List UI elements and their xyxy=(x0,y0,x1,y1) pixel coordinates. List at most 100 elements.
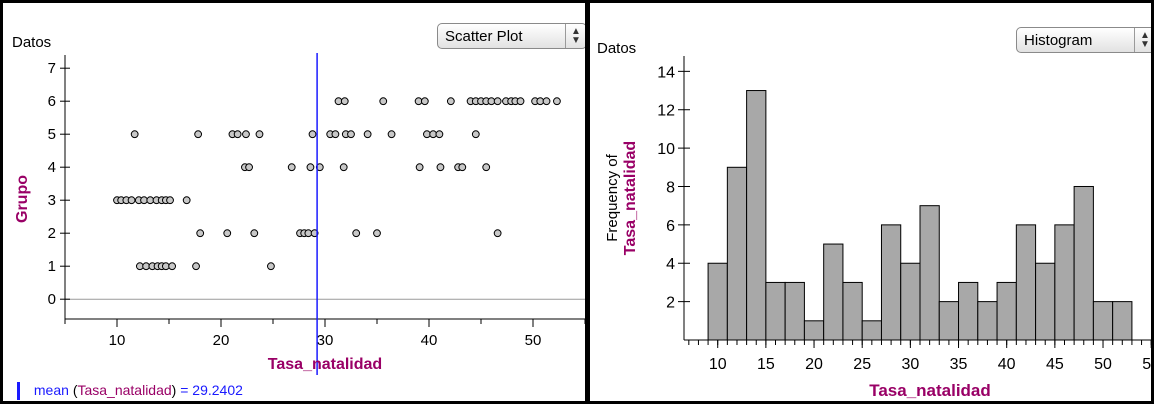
mean-legend-func: mean xyxy=(33,382,69,398)
scatter-point xyxy=(233,130,242,139)
mean-legend-value: = 29.2402 xyxy=(180,382,243,398)
scatter-point xyxy=(553,97,561,106)
scatter-point xyxy=(387,130,396,139)
y-tick-label: 1 xyxy=(48,258,56,275)
histogram-bar xyxy=(1015,224,1037,341)
scatter-point xyxy=(420,97,429,106)
histogram-bar xyxy=(958,281,979,341)
y-tick-label: 6 xyxy=(48,93,56,110)
x-axis-label: Tasa_natalidad xyxy=(869,381,991,400)
scatter-point xyxy=(267,262,275,271)
histogram-bar xyxy=(784,281,805,341)
histogram-bar xyxy=(823,243,844,341)
x-tick-label: 25 xyxy=(853,356,871,373)
histogram-bar xyxy=(1092,301,1114,341)
scatter-point xyxy=(379,97,388,106)
histogram-bar xyxy=(1054,224,1075,341)
scatter-point xyxy=(458,163,467,172)
x-axis-label: Tasa_natalidad xyxy=(268,356,382,373)
scatter-point xyxy=(516,97,525,106)
scatter-point xyxy=(223,229,232,238)
histogram-bar xyxy=(1073,185,1094,341)
scatter-point xyxy=(194,130,203,139)
histogram-bar xyxy=(803,320,825,341)
mean-legend-swatch xyxy=(17,382,20,401)
select-stepper-icon: ▲ ▼ xyxy=(1134,28,1151,52)
scatter-point xyxy=(415,163,424,172)
histogram-chart: 2 4 6 8 10 12 14 10 15 20 25 30 35 40 45 50 55 Tasa_natal… xyxy=(604,56,1154,400)
y-tick-label: 8 xyxy=(666,179,675,196)
scatter-dataset-label: Datos xyxy=(12,34,52,51)
y-tick-label: 3 xyxy=(48,192,56,209)
scatter-point xyxy=(493,97,502,106)
scatter-plot-type-select[interactable]: Scatter Plot ▲ ▼ xyxy=(437,23,585,49)
x-tick-label: 35 xyxy=(950,356,968,373)
scatter-point xyxy=(130,130,139,139)
mean-legend-open: ( xyxy=(72,382,78,398)
y-tick-label: 5 xyxy=(48,126,56,143)
x-tick-label: 55 xyxy=(1142,356,1154,373)
histogram-bar xyxy=(861,320,882,341)
scatter-point xyxy=(435,130,444,139)
scatter-point xyxy=(340,97,349,106)
y-axis-label: Grupo xyxy=(14,175,31,223)
scatter-panel: Datos Scatter Plot ▲ ▼ 0 1 2 3 4 5 6 7 10 20 30 40 50… xyxy=(0,0,588,404)
scatter-point xyxy=(310,229,319,238)
mean-legend-var: Tasa_natalidad xyxy=(77,382,172,398)
x-tick-label: 40 xyxy=(421,332,438,349)
histogram-plot-type-label: Histogram xyxy=(1024,31,1093,49)
scatter-point xyxy=(308,130,317,139)
y-tick-label: 6 xyxy=(666,218,675,235)
scatter-point xyxy=(331,130,340,139)
x-tick-label: 40 xyxy=(998,356,1016,373)
histogram-panel: Datos Histogram ▲ ▼ 2 4 6 8 10 12 14 10 15 20 25 30 3… xyxy=(588,0,1154,404)
histogram-bar xyxy=(938,301,960,341)
x-tick-label: 20 xyxy=(805,356,823,373)
y-tick-label: 14 xyxy=(657,64,675,81)
y-tick-label: 0 xyxy=(48,291,56,308)
histogram-bar xyxy=(746,90,767,341)
histogram-bar xyxy=(765,281,786,341)
scatter-point xyxy=(182,196,191,205)
histogram-plot-type-select[interactable]: Histogram ▲ ▼ xyxy=(1016,27,1151,53)
histogram-bar xyxy=(842,281,863,341)
scatter-point xyxy=(242,130,250,139)
scatter-point xyxy=(436,163,445,172)
scatter-point xyxy=(168,262,177,271)
scatter-point xyxy=(446,97,455,106)
y-axis-label-line1: Frequency of xyxy=(604,153,621,241)
scatter-point xyxy=(245,163,253,172)
scatter-point xyxy=(166,196,174,205)
y-tick-label: 12 xyxy=(657,103,675,120)
histogram-bar xyxy=(880,224,902,341)
y-tick-label: 2 xyxy=(48,225,56,242)
scatter-point xyxy=(482,163,491,172)
scatter-point xyxy=(196,229,205,238)
x-tick-label: 20 xyxy=(213,332,230,349)
scatter-point xyxy=(287,163,296,172)
x-tick-label: 50 xyxy=(525,332,542,349)
y-tick-label: 10 xyxy=(657,141,675,158)
histogram-bar xyxy=(707,262,728,341)
scatter-point xyxy=(339,163,348,172)
y-tick-label: 2 xyxy=(666,295,675,312)
scatter-point xyxy=(255,130,264,139)
x-tick-label: 15 xyxy=(757,356,775,373)
histogram-bar xyxy=(996,281,1017,341)
y-axis-label-line2: Tasa_natalidad xyxy=(622,141,639,255)
mean-legend-close: ) xyxy=(171,382,177,398)
scatter-chart: 0 1 2 3 4 5 6 7 10 20 30 40 50 Tasa_natalidad Grupo xyxy=(14,53,585,375)
y-tick-label: 7 xyxy=(48,60,56,77)
scatter-point xyxy=(306,163,315,172)
scatter-point xyxy=(363,130,372,139)
histogram-bar xyxy=(1112,301,1133,341)
histogram-bar xyxy=(1035,262,1056,341)
scatter-point xyxy=(250,229,259,238)
mean-legend: mean (Tasa_natalidad) = 29.2402 xyxy=(17,382,243,401)
histogram-bar xyxy=(977,301,998,341)
scatter-point xyxy=(471,130,480,139)
x-tick-label: 30 xyxy=(901,356,919,373)
scatter-point xyxy=(542,97,551,106)
scatter-point xyxy=(352,229,361,238)
histogram-dataset-label: Datos xyxy=(597,40,637,57)
